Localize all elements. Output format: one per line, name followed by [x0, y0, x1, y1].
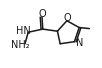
Text: O: O — [38, 9, 46, 19]
Text: HN: HN — [16, 26, 30, 36]
Text: N: N — [76, 38, 83, 48]
Text: NH₂: NH₂ — [11, 40, 30, 50]
Text: O: O — [64, 13, 72, 23]
